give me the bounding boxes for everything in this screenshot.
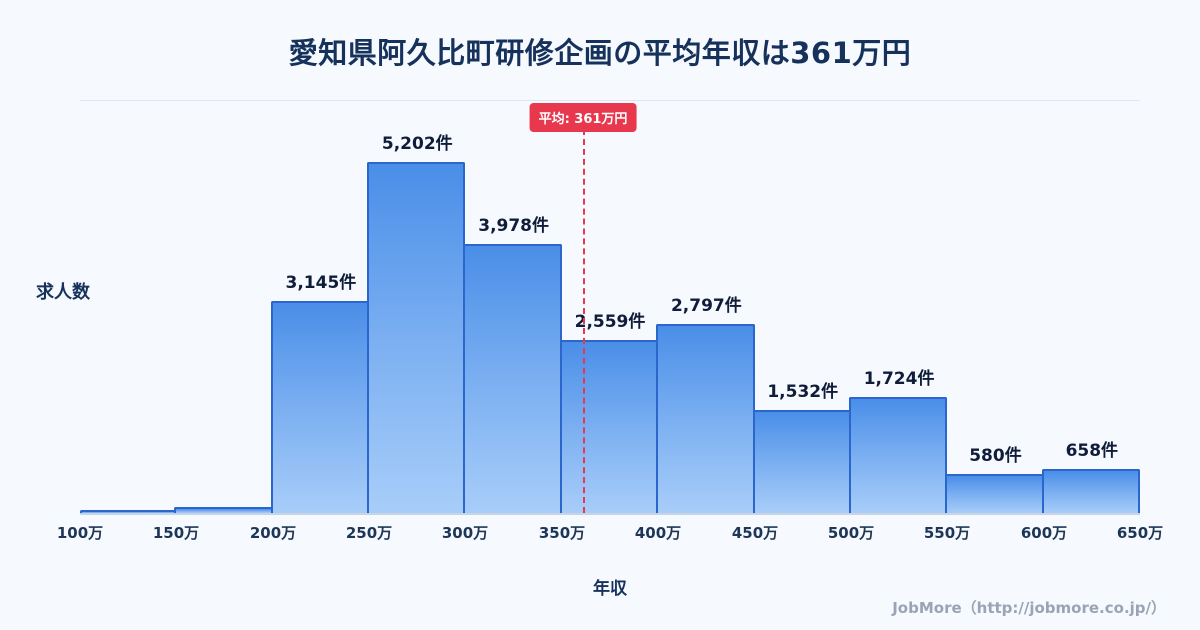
bar-value-label: 3,145件 [285,273,357,293]
x-tick-label: 250万 [345,524,393,542]
bar-value-label: 2,559件 [574,312,646,332]
x-axis-label: 年収 [593,579,627,599]
histogram-bar [559,340,659,513]
bar-value-label: 5,202件 [381,134,453,154]
bar-value-label: 1,532件 [767,382,839,402]
bar-value-label: 1,724件 [863,369,935,389]
bar-value-label: 3,978件 [478,216,550,236]
plot-area: 平均: 361万円 3,145件 5,202件 3,978件 2,559件 2,797件… [80,100,1140,515]
x-tick-label: 600万 [1020,524,1068,542]
bar-value-label: 658件 [1065,441,1119,461]
page-title: 愛知県阿久比町研修企画の平均年収は361万円 [288,36,912,70]
footer-credit: JobMore（http://jobmore.co.jp/） [892,599,1166,617]
x-tick-label: 550万 [923,524,971,542]
histogram-bar [656,324,755,513]
x-tick-label: 450万 [731,524,779,542]
x-axis-ticks: 100万 150万 200万 250万 300万 350万 400万 450万 500万 550万… [57,522,1163,544]
histogram-bar [752,410,851,513]
x-tick-label: 650万 [1116,524,1164,542]
histogram-bar [80,510,177,513]
histogram-bar [463,244,562,513]
average-line [583,129,585,513]
histogram-bar [174,507,273,513]
x-tick-label: 300万 [441,524,489,542]
histogram-bar [945,474,1044,513]
histogram-bar [270,301,370,513]
histogram-bar [848,397,948,513]
x-tick-label: 350万 [538,524,586,542]
y-axis-label: 求人数 [36,282,90,303]
bar-value-label: 2,797件 [670,296,742,316]
histogram-bar [1041,469,1140,513]
x-tick-label: 150万 [152,524,200,542]
histogram-bar [367,162,466,513]
average-badge: 平均: 361万円 [529,103,637,132]
x-tick-label: 500万 [827,524,875,542]
x-tick-label: 200万 [249,524,297,542]
bar-value-label: 580件 [969,446,1022,466]
x-tick-label: 400万 [634,524,682,542]
x-tick-label: 100万 [56,524,104,542]
